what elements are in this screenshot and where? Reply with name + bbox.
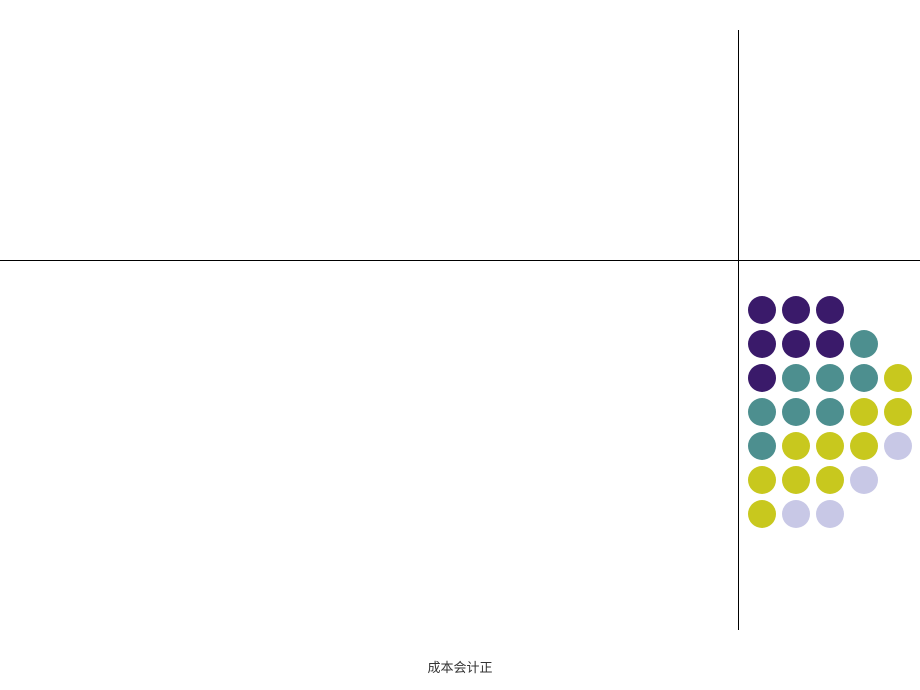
olive-dot: [884, 364, 912, 392]
olive-dot: [816, 466, 844, 494]
olive-dot: [748, 500, 776, 528]
teal-dot: [816, 398, 844, 426]
olive-dot: [782, 466, 810, 494]
teal-dot: [748, 398, 776, 426]
teal-dot: [748, 432, 776, 460]
purple-dot: [782, 296, 810, 324]
lav-dot: [884, 432, 912, 460]
lav-dot: [850, 466, 878, 494]
horizontal-line: [0, 260, 920, 261]
vertical-line: [738, 30, 739, 630]
teal-dot: [782, 364, 810, 392]
teal-dot: [816, 364, 844, 392]
olive-dot: [816, 432, 844, 460]
teal-dot: [782, 398, 810, 426]
olive-dot: [850, 398, 878, 426]
lav-dot: [816, 500, 844, 528]
olive-dot: [782, 432, 810, 460]
purple-dot: [782, 330, 810, 358]
purple-dot: [816, 296, 844, 324]
lav-dot: [782, 500, 810, 528]
olive-dot: [748, 466, 776, 494]
teal-dot: [850, 364, 878, 392]
olive-dot: [884, 398, 912, 426]
purple-dot: [748, 364, 776, 392]
purple-dot: [816, 330, 844, 358]
footer-text: 成本会计正: [0, 657, 920, 676]
olive-dot: [850, 432, 878, 460]
teal-dot: [850, 330, 878, 358]
slide: 成本会计正: [0, 0, 920, 690]
purple-dot: [748, 330, 776, 358]
purple-dot: [748, 296, 776, 324]
